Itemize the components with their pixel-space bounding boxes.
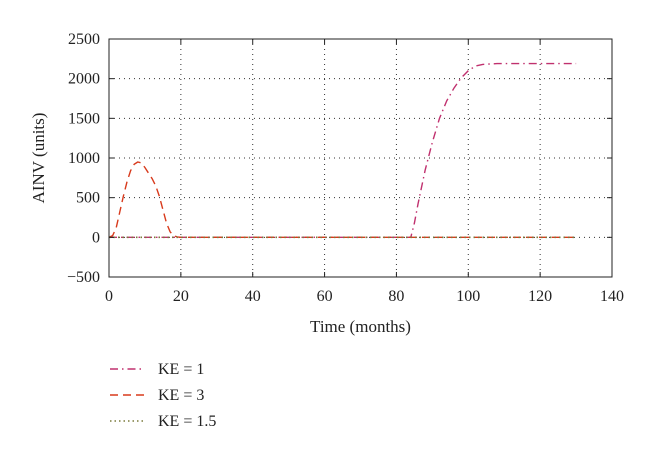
x-tick-label: 100 [456,288,480,305]
grid-lines [109,39,612,277]
x-tick-label: 40 [245,288,261,305]
y-tick-label: 2500 [68,31,100,48]
x-axis-label: Time (months) [310,317,411,336]
x-tick-label: 120 [528,288,552,305]
y-axis-label: AINV (units) [29,113,48,204]
x-tick-label: 140 [600,288,624,305]
y-tick-label: 1000 [68,150,100,167]
x-tick-label: 60 [317,288,333,305]
series-lines [108,62,577,239]
x-tick-label: 0 [105,288,113,305]
series-line [108,161,577,238]
y-tick-label: 0 [92,229,100,246]
series-line [109,62,577,238]
legend-label: KE = 3 [158,387,204,404]
y-tick-label: −500 [67,269,100,286]
legend-label: KE = 1 [158,361,204,378]
ticks: 0 20 40 60 80 100 120 140 −500 0 500 1000 1500 2000 25… [67,31,624,305]
legend-label: KE = 1.5 [158,413,216,430]
y-tick-label: 1500 [68,110,100,127]
legend: KE = 1 KE = 3 KE = 1.5 [110,361,216,430]
y-tick-label: 2000 [68,71,100,88]
y-tick-label: 500 [76,190,100,207]
x-tick-label: 80 [388,288,404,305]
x-tick-label: 20 [173,288,189,305]
